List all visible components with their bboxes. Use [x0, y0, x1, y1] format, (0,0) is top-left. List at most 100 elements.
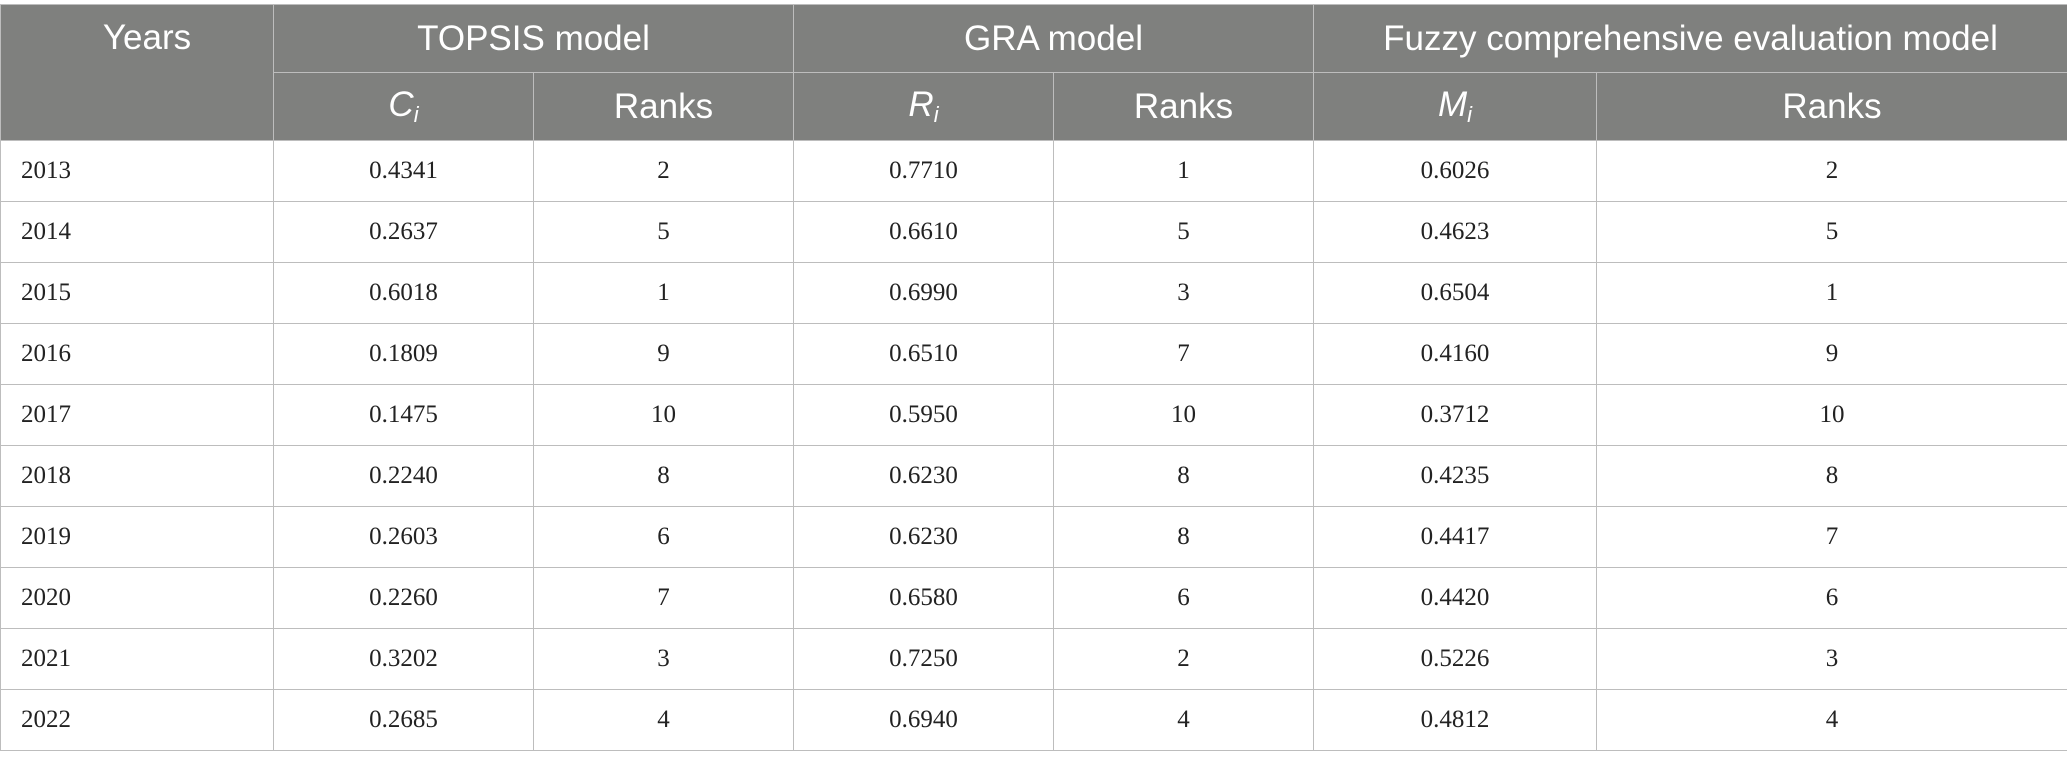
topsis-rank-cell: 9 — [533, 323, 794, 385]
fuzzy-rank-cell: 10 — [1595, 384, 2067, 446]
fuzzy-model-header: Fuzzy comprehensive evaluation model — [1312, 4, 2067, 73]
year-cell: 2021 — [0, 628, 274, 690]
topsis-rank-cell: 4 — [533, 689, 794, 751]
topsis-ranks-header: Ranks — [533, 72, 794, 141]
gra-r-cell: 0.6610 — [793, 201, 1054, 263]
topsis-model-header: TOPSIS model — [273, 4, 794, 73]
topsis-c-cell: 0.2603 — [273, 506, 534, 568]
year-cell: 2016 — [0, 323, 274, 385]
gra-rank-cell: 8 — [1053, 506, 1314, 568]
year-cell: 2022 — [0, 689, 274, 751]
gra-rank-cell: 8 — [1053, 445, 1314, 507]
topsis-rank-cell: 6 — [533, 506, 794, 568]
fuzzy-rank-cell: 6 — [1595, 567, 2067, 629]
gra-r-cell: 0.6990 — [793, 262, 1054, 324]
topsis-rank-cell: 1 — [533, 262, 794, 324]
gra-r-cell: 0.6940 — [793, 689, 1054, 751]
fuzzy-m-cell: 0.5226 — [1313, 628, 1597, 690]
gra-rank-cell: 6 — [1053, 567, 1314, 629]
topsis-c-cell: 0.6018 — [273, 262, 534, 324]
fuzzy-m-cell: 0.6026 — [1313, 140, 1597, 202]
fuzzy-rank-cell: 4 — [1595, 689, 2067, 751]
topsis-rank-cell: 2 — [533, 140, 794, 202]
fuzzy-rank-cell: 8 — [1595, 445, 2067, 507]
year-cell: 2020 — [0, 567, 274, 629]
topsis-c-cell: 0.2637 — [273, 201, 534, 263]
gra-r-cell: 0.6230 — [793, 506, 1054, 568]
table-row: 2021 0.3202 3 0.7250 2 0.5226 3 — [0, 628, 2067, 690]
fuzzy-rank-cell: 5 — [1595, 201, 2067, 263]
gra-r-cell: 0.6230 — [793, 445, 1054, 507]
fuzzy-m-cell: 0.3712 — [1313, 384, 1597, 446]
fuzzy-rank-cell: 9 — [1595, 323, 2067, 385]
fuzzy-m-cell: 0.4417 — [1313, 506, 1597, 568]
fuzzy-rank-cell: 1 — [1595, 262, 2067, 324]
mi-subscript: i — [1467, 102, 1473, 127]
year-cell: 2018 — [0, 445, 274, 507]
topsis-c-cell: 0.3202 — [273, 628, 534, 690]
fuzzy-m-cell: 0.4235 — [1313, 445, 1597, 507]
topsis-rank-cell: 8 — [533, 445, 794, 507]
topsis-rank-cell: 5 — [533, 201, 794, 263]
table-row: 2014 0.2637 5 0.6610 5 0.4623 5 — [0, 201, 2067, 263]
gra-rank-cell: 3 — [1053, 262, 1314, 324]
gra-r-cell: 0.7250 — [793, 628, 1054, 690]
gra-r-cell: 0.7710 — [793, 140, 1054, 202]
topsis-rank-cell: 3 — [533, 628, 794, 690]
years-header: Years — [0, 4, 274, 141]
year-cell: 2019 — [0, 506, 274, 568]
year-cell: 2017 — [0, 384, 274, 446]
table-row: 2015 0.6018 1 0.6990 3 0.6504 1 — [0, 262, 2067, 324]
topsis-c-cell: 0.1809 — [273, 323, 534, 385]
gra-rank-cell: 5 — [1053, 201, 1314, 263]
fuzzy-rank-cell: 7 — [1595, 506, 2067, 568]
table-header: Years TOPSIS model GRA model Fuzzy compr… — [0, 4, 2067, 141]
gra-ri-header: Ri — [793, 72, 1054, 141]
topsis-c-cell: 0.2240 — [273, 445, 534, 507]
gra-rank-cell: 7 — [1053, 323, 1314, 385]
topsis-rank-cell: 10 — [533, 384, 794, 446]
table-row: 2013 0.4341 2 0.7710 1 0.6026 2 — [0, 140, 2067, 202]
ri-subscript: i — [933, 102, 939, 127]
topsis-c-cell: 0.2260 — [273, 567, 534, 629]
topsis-rank-cell: 7 — [533, 567, 794, 629]
gra-model-header: GRA model — [793, 4, 1314, 73]
gra-rank-cell: 2 — [1053, 628, 1314, 690]
gra-r-cell: 0.6510 — [793, 323, 1054, 385]
fuzzy-rank-cell: 2 — [1595, 140, 2067, 202]
header-sub-row: Ci Ranks Ri Ranks Mi Ranks — [1, 72, 2067, 141]
fuzzy-m-cell: 0.4623 — [1313, 201, 1597, 263]
gra-rank-cell: 4 — [1053, 689, 1314, 751]
year-cell: 2015 — [0, 262, 274, 324]
fuzzy-m-cell: 0.4420 — [1313, 567, 1597, 629]
topsis-c-cell: 0.2685 — [273, 689, 534, 751]
topsis-ci-header: Ci — [273, 72, 534, 141]
gra-ranks-header: Ranks — [1053, 72, 1314, 141]
gra-r-cell: 0.5950 — [793, 384, 1054, 446]
fuzzy-ranks-header: Ranks — [1595, 72, 2067, 141]
results-table: Years TOPSIS model GRA model Fuzzy compr… — [0, 4, 2067, 751]
ci-symbol: C — [388, 85, 414, 124]
table-row: 2020 0.2260 7 0.6580 6 0.4420 6 — [0, 567, 2067, 629]
fuzzy-m-cell: 0.6504 — [1313, 262, 1597, 324]
table-row: 2018 0.2240 8 0.6230 8 0.4235 8 — [0, 445, 2067, 507]
mi-symbol: M — [1437, 85, 1468, 124]
table-row: 2022 0.2685 4 0.6940 4 0.4812 4 — [0, 689, 2067, 751]
gra-rank-cell: 1 — [1053, 140, 1314, 202]
year-cell: 2013 — [0, 140, 274, 202]
ri-symbol: R — [908, 85, 934, 124]
table-body: 2013 0.4341 2 0.7710 1 0.6026 2 2014 0.2637 5 0.66… — [0, 140, 2067, 751]
fuzzy-rank-cell: 3 — [1595, 628, 2067, 690]
topsis-c-cell: 0.4341 — [273, 140, 534, 202]
header-group-row: Years TOPSIS model GRA model Fuzzy compr… — [0, 4, 2067, 141]
ci-subscript: i — [413, 102, 419, 127]
fuzzy-m-cell: 0.4812 — [1313, 689, 1597, 751]
fuzzy-mi-header: Mi — [1313, 72, 1597, 141]
year-cell: 2014 — [0, 201, 274, 263]
table-row: 2016 0.1809 9 0.6510 7 0.4160 9 — [0, 323, 2067, 385]
topsis-c-cell: 0.1475 — [273, 384, 534, 446]
fuzzy-m-cell: 0.4160 — [1313, 323, 1597, 385]
gra-r-cell: 0.6580 — [793, 567, 1054, 629]
gra-rank-cell: 10 — [1053, 384, 1314, 446]
table-row: 2019 0.2603 6 0.6230 8 0.4417 7 — [0, 506, 2067, 568]
